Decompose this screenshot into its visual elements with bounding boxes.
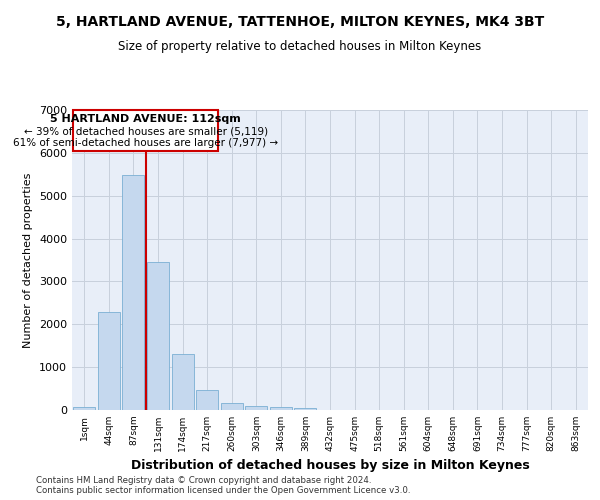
Bar	[295, 408, 316, 410]
Text: 5 HARTLAND AVENUE: 112sqm: 5 HARTLAND AVENUE: 112sqm	[50, 114, 241, 124]
Text: 5, HARTLAND AVENUE, TATTENHOE, MILTON KEYNES, MK4 3BT: 5, HARTLAND AVENUE, TATTENHOE, MILTON KE…	[56, 15, 544, 29]
Bar	[196, 390, 218, 410]
Bar	[73, 406, 95, 410]
Bar	[98, 312, 120, 410]
Text: Size of property relative to detached houses in Milton Keynes: Size of property relative to detached ho…	[118, 40, 482, 53]
Bar	[221, 403, 243, 410]
Text: Contains public sector information licensed under the Open Government Licence v3: Contains public sector information licen…	[36, 486, 410, 495]
Bar	[245, 406, 268, 410]
Bar	[270, 407, 292, 410]
Text: Contains HM Land Registry data © Crown copyright and database right 2024.: Contains HM Land Registry data © Crown c…	[36, 476, 371, 485]
Text: ← 39% of detached houses are smaller (5,119): ← 39% of detached houses are smaller (5,…	[23, 126, 268, 136]
Bar	[147, 262, 169, 410]
FancyBboxPatch shape	[73, 110, 218, 150]
Text: Distribution of detached houses by size in Milton Keynes: Distribution of detached houses by size …	[131, 458, 529, 471]
Bar	[172, 354, 194, 410]
Y-axis label: Number of detached properties: Number of detached properties	[23, 172, 34, 348]
Bar	[122, 175, 145, 410]
Text: 61% of semi-detached houses are larger (7,977) →: 61% of semi-detached houses are larger (…	[13, 138, 278, 148]
